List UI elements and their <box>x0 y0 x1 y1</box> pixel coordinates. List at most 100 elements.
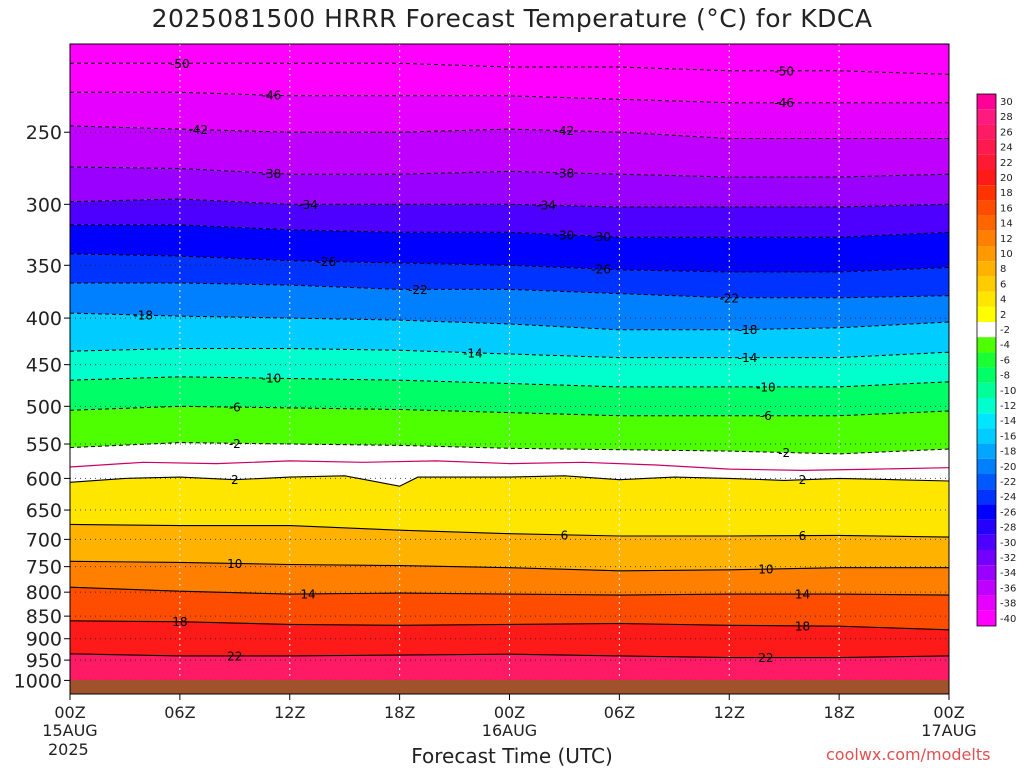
colorbar-label: 2 <box>1000 310 1006 321</box>
x-tick-label: 06Z <box>164 703 195 722</box>
x-tick-label: 06Z <box>604 703 635 722</box>
warm-contour <box>70 475 949 487</box>
x-tick-label: 00Z <box>494 703 525 722</box>
y-tick-label: 950 <box>26 650 62 672</box>
colorbar-swatch <box>977 382 996 398</box>
temperature-band <box>70 442 949 471</box>
contour-label: 10 <box>227 557 242 571</box>
temperature-band <box>70 313 949 358</box>
colorbar-swatch <box>977 185 996 201</box>
colorbar: 30 28 26 24 22 20 18 16 14 12 10 8 6 4 2 -2 -4 -6 -8 -10 -12… <box>976 93 1016 627</box>
colorbar-label: -24 <box>1000 492 1016 503</box>
credit-link[interactable]: coolwx.com/modelts <box>826 745 991 764</box>
x-tick-label: 12Z <box>274 703 305 722</box>
contour-label: 18 <box>795 619 810 633</box>
colorbar-label: 14 <box>1000 219 1013 230</box>
y-tick-label: 400 <box>26 308 62 330</box>
contour-label: -42 <box>555 124 575 138</box>
colorbar-swatch <box>977 291 996 307</box>
x-tick-sublabel: 15AUG <box>42 721 97 740</box>
colorbar-swatch <box>977 306 996 322</box>
x-tick-sublabel: 17AUG <box>921 721 976 740</box>
colorbar-swatch <box>977 94 996 110</box>
colorbar-label: -6 <box>1000 355 1010 366</box>
colorbar-label: 16 <box>1000 203 1013 214</box>
zero-contour <box>70 460 949 472</box>
colorbar-label: 6 <box>1000 279 1006 290</box>
y-tick-label: 550 <box>26 434 62 456</box>
contour-label: -2 <box>778 446 790 460</box>
colorbar-swatch <box>977 154 996 170</box>
contour-label: -34 <box>298 198 318 212</box>
colorbar-swatch <box>977 261 996 277</box>
x-tick-label: 18Z <box>823 703 854 722</box>
contour-label: -10 <box>262 372 282 386</box>
contour-label: -46 <box>262 89 282 103</box>
y-tick-label: 300 <box>26 194 62 216</box>
y-tick-label: 1000 <box>14 670 62 692</box>
contour-label: -46 <box>774 96 794 110</box>
colorbar-label: 20 <box>1000 173 1013 184</box>
contour-label: -50 <box>170 57 190 71</box>
colorbar-swatch <box>977 215 996 231</box>
contour-label: -50 <box>774 64 794 78</box>
contour-label: -30 <box>591 230 611 244</box>
colorbar-swatch <box>977 139 996 155</box>
contour-label: -14 <box>463 346 483 360</box>
colorbar-swatch <box>977 276 996 292</box>
contour-label: 6 <box>799 529 807 543</box>
contour-label: -34 <box>536 199 556 213</box>
colorbar-label: 30 <box>1000 97 1013 108</box>
colorbar-label: -16 <box>1000 431 1016 442</box>
temperature-band <box>70 253 949 298</box>
colorbar-swatch <box>977 200 996 216</box>
contour-label: -42 <box>188 123 208 137</box>
colorbar-label: -38 <box>1000 599 1016 610</box>
colorbar-label: -36 <box>1000 583 1016 594</box>
contour-label: 14 <box>300 587 315 601</box>
colorbar-swatch <box>977 170 996 186</box>
colorbar-label: 4 <box>1000 295 1006 306</box>
colorbar-swatch <box>977 428 996 444</box>
colorbar-label: -32 <box>1000 553 1016 564</box>
colorbar-swatch <box>977 246 996 262</box>
contour-label: -6 <box>760 409 772 423</box>
colorbar-swatch <box>977 443 996 459</box>
x-tick-label: 00Z <box>933 703 964 722</box>
temperature-band <box>70 283 949 330</box>
colorbar-swatch <box>977 504 996 520</box>
colorbar-label: -10 <box>1000 386 1016 397</box>
colorbar-swatch <box>977 534 996 550</box>
x-tick-sublabel: 16AUG <box>482 721 537 740</box>
contour-label: -22 <box>408 283 428 297</box>
colorbar-label: -26 <box>1000 507 1016 518</box>
colorbar-swatch <box>977 230 996 246</box>
y-tick-label: 350 <box>26 255 62 277</box>
colorbar-label: 18 <box>1000 188 1013 199</box>
contour-label: 6 <box>561 528 569 542</box>
colorbar-swatch <box>977 474 996 490</box>
warm-contour <box>70 523 949 538</box>
chart-title: 2025081500 HRRR Forecast Temperature (°C… <box>151 4 873 33</box>
colorbar-label: 26 <box>1000 127 1013 138</box>
y-tick-label: 250 <box>26 122 62 144</box>
contour-label: -6 <box>229 401 241 415</box>
contour-label: -26 <box>317 255 337 269</box>
colorbar-label: 10 <box>1000 249 1013 260</box>
colorbar-swatch <box>977 550 996 566</box>
warm-contour <box>70 653 949 659</box>
colorbar-label: 28 <box>1000 112 1013 123</box>
colorbar-label: -30 <box>1000 538 1016 549</box>
pressure-axis: 2503003504004505005506006507007508008509… <box>14 122 70 692</box>
contour-label: 14 <box>795 588 810 602</box>
colorbar-swatch <box>977 109 996 125</box>
temperature-band <box>70 460 949 487</box>
colorbar-label: -4 <box>1000 340 1010 351</box>
contour-label: -18 <box>133 309 153 323</box>
colorbar-label: 12 <box>1000 234 1013 245</box>
x-axis-label: Forecast Time (UTC) <box>411 744 613 768</box>
colorbar-swatch <box>977 565 996 581</box>
colorbar-swatch <box>977 322 996 338</box>
